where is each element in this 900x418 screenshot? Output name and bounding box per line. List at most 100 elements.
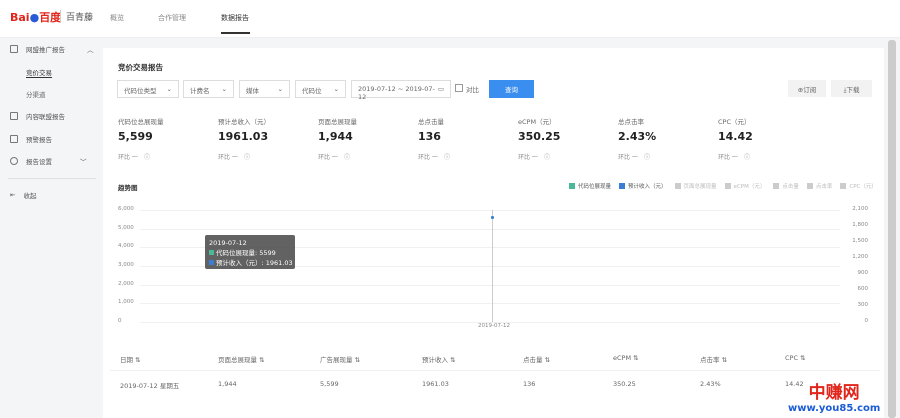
metric-label: 代码位总展现量 <box>118 118 164 126</box>
table-cell: 350.25 <box>613 380 636 388</box>
nav-cooperation[interactable]: 合作管理 <box>158 14 186 22</box>
y-right-tick: 300 <box>857 302 869 308</box>
chevron-up-icon: ︿ <box>87 46 94 54</box>
filter-slot[interactable]: 代码位 ⌄ <box>295 80 346 98</box>
table-header-6[interactable]: 点击率 ⇅ <box>700 356 728 364</box>
chevron-down-icon: ⌄ <box>333 85 339 93</box>
metric-change: 环比 一 <box>418 154 438 161</box>
legend-label: 点击率 <box>815 184 833 190</box>
subscribe-label: 订阅 <box>803 86 817 94</box>
filter-media[interactable]: 媒体 ⌄ <box>239 80 290 98</box>
download-label: 下载 <box>846 86 860 94</box>
table-cell: 2019-07-12 星期五 <box>120 382 180 390</box>
tooltip-line-2: 预计收入（元）: 1961.03 <box>209 258 293 268</box>
divider <box>8 178 96 179</box>
sidebar-item-label: 网盟推广报告 <box>26 46 65 54</box>
metric-label: 预计总收入（元） <box>218 118 270 126</box>
sidebar <box>0 38 103 418</box>
page-scrollbar[interactable] <box>888 40 896 418</box>
legend-label: 预计收入（元） <box>628 184 667 190</box>
y-left-tick: 2,000 <box>118 280 134 287</box>
tooltip-text: 代码位展现量: 5599 <box>216 249 276 257</box>
collapse-button[interactable]: ⇤ 收起 <box>10 190 36 200</box>
table-header-7[interactable]: CPC ⇅ <box>785 354 806 362</box>
checkbox-box[interactable] <box>455 84 463 92</box>
filter-slot-type[interactable]: 代码位类型 ⌄ <box>117 80 179 98</box>
metric-change: 环比 一 <box>718 154 738 161</box>
y-right-tick: 1,200 <box>852 254 868 260</box>
metric-label: 总点击量 <box>418 118 444 126</box>
legend-item[interactable]: 点击率 <box>806 182 833 190</box>
subscribe-button[interactable]: ⊕订阅 <box>788 80 826 97</box>
subscribe-icon: ⊕ <box>797 86 804 94</box>
nav-data-report[interactable]: 数据报告 <box>221 14 249 22</box>
data-point <box>491 216 494 220</box>
page-title: 竞价交易报告 <box>118 63 163 72</box>
y-left-tick: 1,000 <box>118 299 134 306</box>
metric-change: 环比 一 <box>218 154 238 161</box>
legend-item[interactable]: eCPM（元） <box>724 182 765 190</box>
gridline <box>140 322 840 323</box>
download-button[interactable]: ⤓下载 <box>831 80 872 97</box>
table-header-0[interactable]: 日期 ⇅ <box>120 356 141 364</box>
y-right-tick: 2,100 <box>852 206 868 212</box>
chevron-down-icon: ⌄ <box>221 85 227 93</box>
legend-label: 点击量 <box>782 184 799 190</box>
table-cell: 1,944 <box>218 380 237 388</box>
metric-label: CPC（元） <box>718 118 751 126</box>
legend-item[interactable]: 点击量 <box>773 182 799 190</box>
brand-name: 百青藤 <box>60 10 93 23</box>
query-button[interactable]: 查询 <box>489 80 534 98</box>
gridline <box>140 247 840 249</box>
top-nav: Bai●百度 百青藤 概览 合作管理 数据报告 <box>0 0 900 38</box>
gridline <box>140 284 840 286</box>
legend-item[interactable]: 页面总展现量 <box>674 182 717 190</box>
table-header-5[interactable]: eCPM ⇅ <box>613 354 639 362</box>
date-range-picker[interactable]: 2019-07-12 ~ 2019-07-12 ▭ <box>351 80 451 101</box>
gridline <box>140 228 840 230</box>
nav-overview[interactable]: 概览 <box>110 14 124 22</box>
legend-swatch <box>806 183 813 189</box>
sidebar-subitem-channel[interactable]: 分渠道 <box>26 91 46 99</box>
table-header-1[interactable]: 页面总展现量 ⇅ <box>218 356 265 364</box>
tooltip-text: 预计收入（元）: 1961.03 <box>216 259 293 267</box>
filter-billing-name[interactable]: 计费名 ⌄ <box>183 80 234 98</box>
chart-tooltip: 2019-07-12 代码位展现量: 5599 预计收入（元）: 1961.03 <box>205 235 295 269</box>
legend-swatch <box>674 183 681 189</box>
legend-item[interactable]: 代码位展现量 <box>569 182 611 190</box>
info-icon[interactable]: ⓘ <box>344 154 351 161</box>
metric-change: 环比 一 <box>118 154 138 161</box>
table-cell: 2.43% <box>700 380 721 388</box>
info-icon[interactable]: ⓘ <box>544 154 551 161</box>
axis-pointer-line <box>492 210 493 322</box>
compare-checkbox[interactable]: 对比 <box>455 84 479 94</box>
gridline <box>140 303 840 305</box>
info-icon[interactable]: ⓘ <box>244 154 251 161</box>
metric-value: 136 <box>418 130 441 143</box>
sidebar-subitem-bidding[interactable]: 竞价交易 <box>26 69 52 78</box>
table-header-3[interactable]: 预计收入 ⇅ <box>422 356 456 364</box>
sidebar-item-content-report[interactable]: 内容联盟报告 <box>10 111 65 121</box>
info-icon[interactable]: ⓘ <box>144 154 151 161</box>
download-icon: ⤓ <box>843 86 847 94</box>
info-icon[interactable]: ⓘ <box>644 154 651 161</box>
legend-swatch <box>569 183 575 189</box>
y-right-tick: 0 <box>864 318 869 324</box>
legend-label: 页面总展现量 <box>683 184 717 190</box>
legend-item[interactable]: CPC（元） <box>840 182 877 190</box>
table-header-2[interactable]: 广告展现量 ⇅ <box>320 356 361 364</box>
sidebar-item-label: 预警报告 <box>26 136 52 144</box>
sidebar-item-report-settings[interactable]: 报告设置 ﹀ <box>10 156 87 166</box>
sidebar-item-network-report[interactable]: 网盟推广报告 ︿ <box>10 44 94 54</box>
baidu-logo[interactable]: Bai●百度 <box>10 11 62 24</box>
metric-value: 2.43% <box>618 130 657 143</box>
metric-value: 1961.03 <box>218 130 269 143</box>
date-range-value: 2019-07-12 ~ 2019-07-12 <box>358 85 435 101</box>
collapse-label: 收起 <box>23 192 37 200</box>
sidebar-item-alert-report[interactable]: 预警报告 <box>10 134 52 144</box>
info-icon[interactable]: ⓘ <box>744 154 751 161</box>
info-icon[interactable]: ⓘ <box>444 154 451 161</box>
table-header-4[interactable]: 点击量 ⇅ <box>523 356 551 364</box>
y-left-tick: 3,000 <box>118 262 134 268</box>
legend-item[interactable]: 预计收入（元） <box>619 182 667 190</box>
